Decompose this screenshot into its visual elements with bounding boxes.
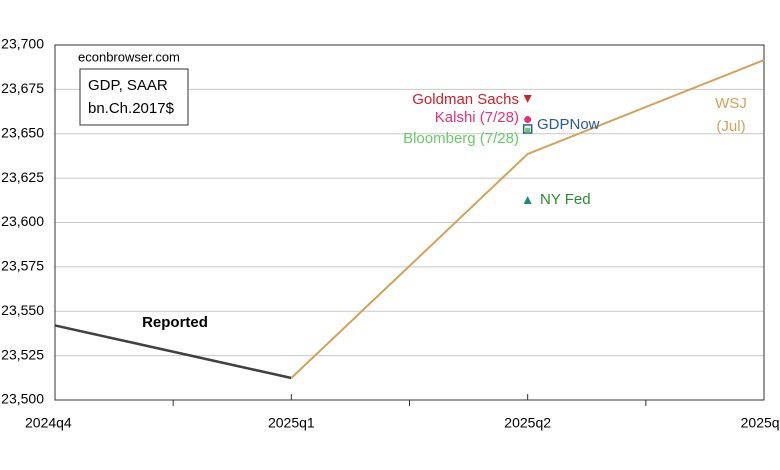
box-line: bn.Ch.2017$ xyxy=(88,100,175,117)
point xyxy=(523,94,532,103)
series-note: (Jul) xyxy=(716,118,745,135)
y-tick-label: 23,575 xyxy=(1,258,44,274)
x-tick-label: 2024q4 xyxy=(25,415,72,431)
point xyxy=(522,124,533,134)
box-line: GDP, SAAR xyxy=(88,77,168,94)
series-label: Bloomberg (7/28) xyxy=(403,130,519,147)
series-label: WSJ xyxy=(715,95,747,112)
y-tick-label: 23,700 xyxy=(1,36,44,52)
x-tick-label: 2025q1 xyxy=(268,415,315,431)
x-tick-label: 2025q3 xyxy=(741,415,780,431)
series-label: NY Fed xyxy=(540,191,591,208)
watermark: econbrowser.com xyxy=(78,49,180,64)
label-box xyxy=(79,68,189,126)
x-tick-label: 2025q2 xyxy=(504,415,551,431)
plot-frame xyxy=(54,44,765,401)
y-tick-label: 23,675 xyxy=(1,80,44,96)
series-label: Kalshi (7/28) xyxy=(435,109,519,126)
series-label: Reported xyxy=(142,314,208,331)
point xyxy=(523,195,532,204)
y-tick-label: 23,525 xyxy=(1,346,44,362)
y-tick-label: 23,600 xyxy=(1,213,44,229)
y-tick-label: 23,625 xyxy=(1,169,44,185)
series-line xyxy=(54,324,292,380)
y-tick-label: 23,550 xyxy=(1,302,44,318)
point xyxy=(525,127,531,133)
y-tick-label: 23,650 xyxy=(1,124,44,140)
series-label: Goldman Sachs xyxy=(412,91,519,108)
series-line xyxy=(290,59,765,379)
series-label: GDPNow xyxy=(537,116,600,133)
y-tick-label: 23,500 xyxy=(1,391,44,407)
point xyxy=(524,116,532,124)
